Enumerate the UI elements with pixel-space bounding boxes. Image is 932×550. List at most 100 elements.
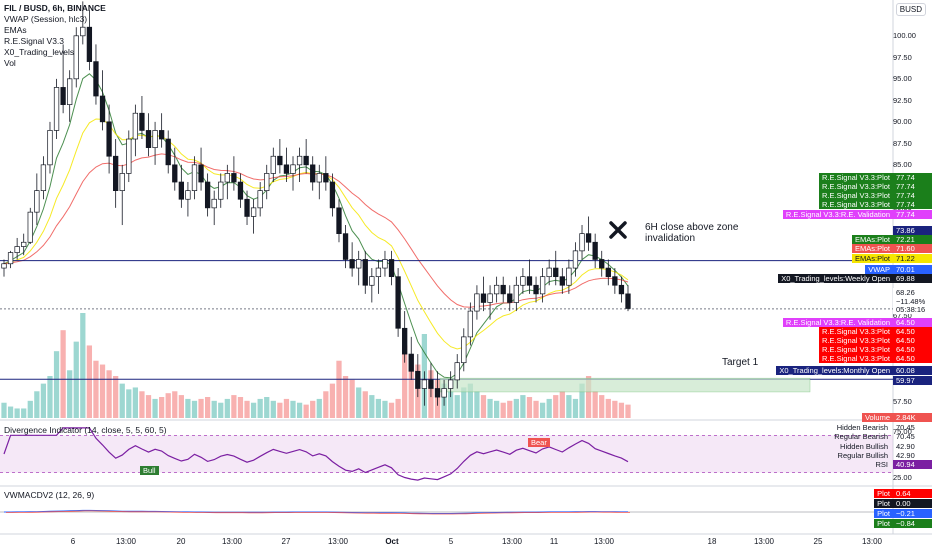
volume-bar [336,360,342,418]
candle-body [178,181,184,200]
volume-bar [290,400,296,418]
divergence-title[interactable]: Divergence Indicator (14, close, 5, 5, 6… [4,425,167,435]
legend-emas[interactable]: EMAs [4,25,27,35]
time-tick-label: 25 [813,537,823,546]
volume-bar [27,400,33,418]
signal-tag-label[interactable]: R.E.Signal V3.3:Plot [819,191,893,200]
volume-bar [113,376,119,418]
volume-bar [132,387,138,418]
volume-bar [73,341,79,418]
candle-body [21,241,27,247]
volume-bar [349,379,355,418]
candle-body [158,130,165,140]
legend-vwap[interactable]: VWAP (Session, hlc3) [4,14,88,24]
volume-bar [533,400,539,418]
volume-bar [474,391,480,418]
candle-body [47,130,53,166]
signal-tag-label[interactable]: R.E.Signal V3.3:Plot [819,336,893,345]
volume-bar [500,402,506,418]
volume-bar [408,355,414,418]
volume-bar [553,395,559,418]
macd-plot-label[interactable]: Plot [874,509,893,518]
macd-plot-value: 0.00 [893,499,932,508]
volume-bar [342,376,349,418]
signal-tag-label[interactable]: X0_Trading_levels:Weekly Open [778,274,893,283]
signal-tag-value: 71.22 [893,254,932,263]
volume-bar [126,389,132,418]
signal-tag-label[interactable]: R.E.Signal V3.3:Plot [819,182,893,191]
bear-divergence-label: Bear [528,438,550,447]
candle-body [296,155,303,166]
volume-bar [487,398,493,418]
volume-bar [185,398,191,418]
volume-bar [369,395,375,418]
signal-tag-value: 70.01 [893,265,932,274]
rsi-line [3,427,629,481]
signal-tag-value: 64.50 [893,345,932,354]
signal-tag-label[interactable]: R.E.Signal V3.3:R.E. Validation [782,210,893,219]
volume-bar [93,360,99,418]
candle-body [1,263,7,269]
signal-tag-label[interactable]: EMAs:Plot [851,254,893,263]
signal-tag-value: 64.50 [893,327,932,336]
signal-tag-value: 05:38:16 [893,305,932,314]
target-zone [439,377,811,393]
vwmacd-title[interactable]: VWMACDV2 (12, 26, 9) [4,490,95,500]
candle-body [474,293,480,312]
divergence-legend-value: 70.45 [896,432,915,441]
price-tick-label: 92.50 [893,95,912,105]
signal-tag-label[interactable]: VWAP [865,265,893,274]
legend-vol[interactable]: Vol [4,58,16,68]
signal-tag-label[interactable]: R.E.Signal V3.3:Plot [819,354,893,363]
volume-bar [323,391,329,418]
signal-tag-label[interactable]: R.E.Signal V3.3:R.E. Validation [782,318,893,327]
signal-tag-label[interactable]: R.E.Signal V3.3:Plot [819,173,893,182]
candle-body [428,379,434,389]
volume-bar [402,345,408,418]
candle-body [231,173,237,183]
signal-tag-label[interactable]: R.E.Signal V3.3:Plot [819,345,893,354]
legend-levels[interactable]: X0_Trading_levels [4,47,75,57]
candle-body [106,121,112,157]
candle-body [500,284,506,295]
signal-tag-label[interactable]: EMAs:Plot [851,235,893,244]
currency-badge[interactable]: BUSD [895,3,926,16]
signal-tag-value: 77.74 [893,182,932,191]
volume-bar [172,391,178,418]
candle-body [533,284,539,295]
candle-body [349,259,355,269]
volume-bar [211,400,217,418]
legend-resignal[interactable]: R.E.Signal V3.3 [4,36,65,46]
volume-bar [53,351,60,418]
candle-body [408,353,414,372]
time-tick-label: 18 [707,537,717,546]
time-tick-label: 13:00 [753,537,775,546]
volume-bar [191,400,198,418]
macd-plot-label[interactable]: Plot [874,519,893,528]
candle-body [585,233,592,243]
macd-plot-label[interactable]: Plot [874,489,893,498]
macd-plot-label[interactable]: Plot [874,499,893,508]
signal-tag-label[interactable]: R.E.Signal V3.3:Plot [819,200,893,209]
signal-tag-value: 77.74 [893,200,932,209]
candle-body [559,276,565,286]
candle-body [264,173,270,191]
candle-body [336,207,342,235]
candle-body [7,252,14,265]
signal-tag-label[interactable]: R.E.Signal V3.3:Plot [819,327,893,336]
symbol-title[interactable]: FIL / BUSD, 6h, BINANCE [4,3,106,13]
candle-body [237,181,244,200]
candle-body [402,327,408,355]
signal-tag-label[interactable]: X0_Trading_levels:Monthly Open [776,366,893,375]
volume-bar [599,395,605,418]
candle-body [191,164,198,191]
time-tick-label: 20 [176,537,186,546]
volume-bar [592,391,598,418]
signal-tag-label[interactable]: Volume [861,413,893,422]
candle-body [257,190,263,209]
candle-body [60,87,66,105]
signal-tag-value: 59.97 [893,376,932,385]
volume-bar [362,391,368,418]
signal-tag-label[interactable]: EMAs:Plot [851,244,893,253]
